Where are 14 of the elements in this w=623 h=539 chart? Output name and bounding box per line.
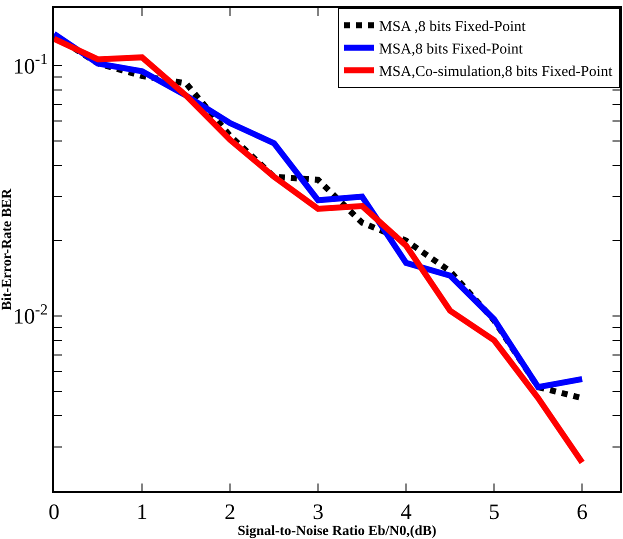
legend-label: MSA,Co-simulation,8 bits Fixed-Point [379,64,614,80]
y-tick-label: 10$^{-2}$ [13,301,48,329]
legend-label: MSA,8 bits Fixed-Point [379,42,524,58]
x-axis-title: Signal-to-Noise Ratio Eb/N0,(dB) [238,524,437,539]
x-tick-label: 0 [48,499,60,524]
y-axis-title: Bit-Error-Rate BER [0,188,15,310]
x-tick-label: 2 [224,499,236,524]
legend-label: MSA ,8 bits Fixed-Point [379,19,527,36]
x-tick-label: 4 [400,499,412,524]
y-tick-label: 10$^{-1}$ [13,51,48,78]
x-tick-label: 1 [136,499,148,524]
x-tick-label: 3 [312,499,324,524]
x-tick-label: 6 [576,499,588,524]
x-tick-label: 5 [488,499,500,524]
